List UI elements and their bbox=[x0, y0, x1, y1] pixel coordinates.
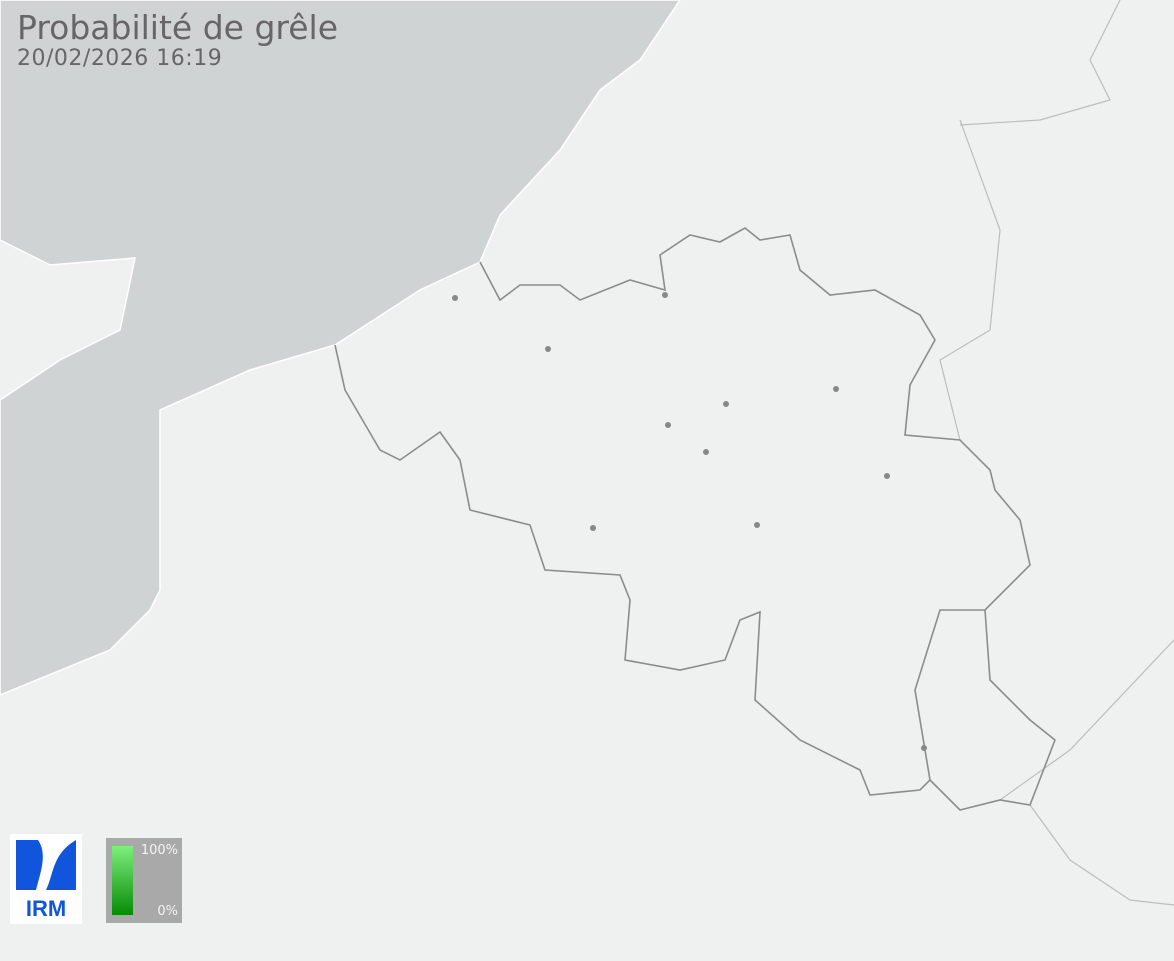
legend: 100% 0% bbox=[106, 838, 182, 923]
city-marker bbox=[703, 449, 709, 455]
city-marker bbox=[545, 346, 551, 352]
sea bbox=[0, 0, 681, 696]
city-marker bbox=[665, 422, 671, 428]
city-marker bbox=[723, 401, 729, 407]
logo-text: IRM bbox=[25, 896, 67, 921]
map-title: Probabilité de grêle bbox=[17, 8, 339, 47]
city-marker bbox=[921, 745, 927, 751]
city-marker bbox=[662, 292, 668, 298]
neighbour-borders bbox=[939, 0, 1174, 906]
legend-color-bar bbox=[112, 846, 133, 915]
city-marker bbox=[884, 473, 890, 479]
city-marker bbox=[754, 522, 760, 528]
city-marker bbox=[590, 525, 596, 531]
legend-min-label: 0% bbox=[157, 904, 178, 919]
luxembourg-border bbox=[929, 609, 1056, 811]
city-marker bbox=[452, 295, 458, 301]
legend-max-label: 100% bbox=[140, 843, 178, 858]
timestamp: 20/02/2026 16:19 bbox=[17, 46, 223, 71]
city-marker bbox=[833, 386, 839, 392]
belgium-border bbox=[334, 227, 1031, 796]
irm-logo: IRM bbox=[10, 834, 82, 924]
irm-logo-icon bbox=[16, 840, 76, 890]
